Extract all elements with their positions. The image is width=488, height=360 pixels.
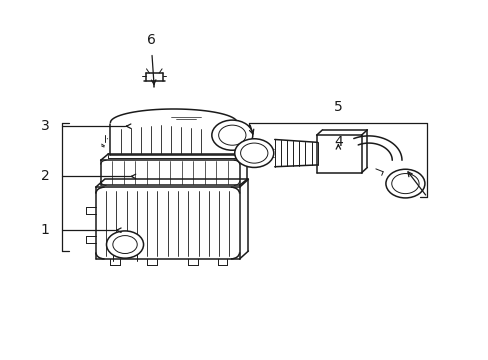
Circle shape xyxy=(106,231,143,258)
Text: 6: 6 xyxy=(147,33,156,47)
Text: 2: 2 xyxy=(41,170,49,183)
Circle shape xyxy=(385,169,424,198)
Text: 4: 4 xyxy=(333,135,342,149)
Circle shape xyxy=(211,120,252,150)
Text: 3: 3 xyxy=(41,119,49,133)
Circle shape xyxy=(234,139,273,167)
Text: 1: 1 xyxy=(41,223,49,237)
Text: 5: 5 xyxy=(333,100,342,114)
